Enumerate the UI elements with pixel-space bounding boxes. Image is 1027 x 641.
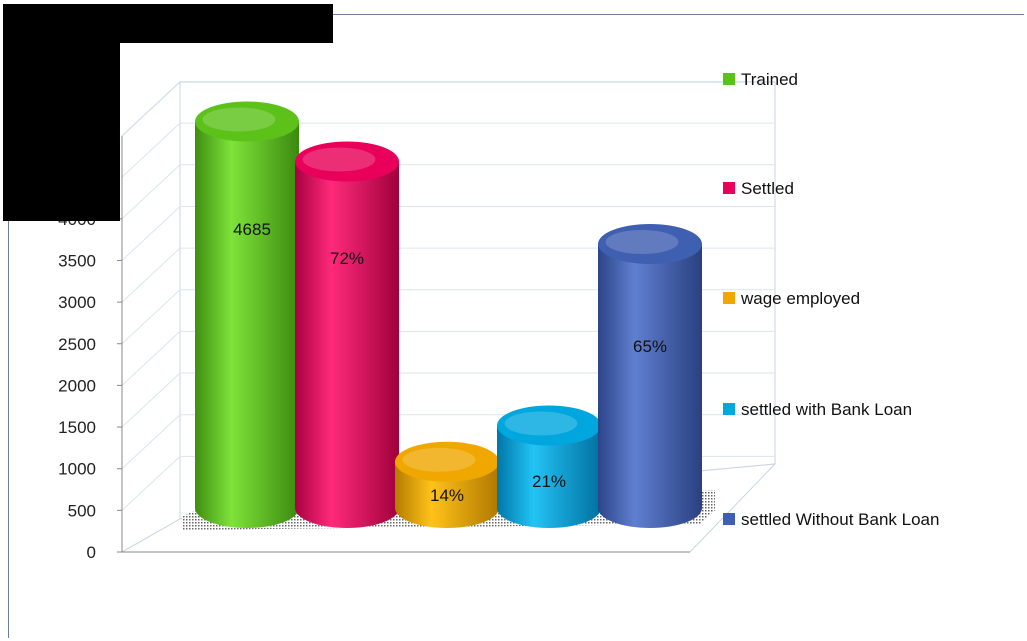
bar-top [295, 141, 399, 182]
legend-item-settled: Settled [723, 179, 794, 198]
data-labels: 4685 72% 14% 21% 65% [233, 220, 667, 505]
y-tick-label: 3500 [58, 251, 96, 270]
legend-item-wage-employed: wage employed [723, 289, 860, 308]
redaction-block [3, 4, 333, 43]
bar-body [195, 121, 299, 528]
bar-top-highlight [504, 411, 578, 436]
legend-label: Trained [741, 70, 798, 89]
bar-top-highlight [302, 147, 376, 172]
y-tick-label: 2000 [58, 376, 96, 395]
bar-body [598, 244, 702, 528]
bars [195, 101, 702, 528]
y-tick-label: 1500 [58, 418, 96, 437]
legend: Trained Settled wage employed settled with … [723, 70, 939, 529]
data-label: 72% [330, 249, 364, 268]
y-axis: 05001000150020002500300035004000 [58, 136, 690, 562]
gridline [121, 205, 775, 261]
y-tick-label: 3000 [58, 293, 96, 312]
bar-wage-employed [395, 441, 499, 528]
legend-label: Settled [741, 179, 794, 198]
bar-top [395, 441, 499, 482]
bar-top [598, 224, 702, 264]
legend-item-settled-with-bank-loan: settled with Bank Loan [723, 400, 912, 419]
legend-swatch [723, 73, 735, 85]
bar-settled-without-bank-loan [598, 224, 702, 528]
bar-trained [195, 101, 299, 528]
bar-top [497, 405, 601, 446]
bar-top [195, 101, 299, 142]
data-label: 4685 [233, 220, 271, 239]
bar-settled [295, 141, 399, 528]
legend-swatch [723, 513, 735, 525]
bar-settled-with-bank-loan [497, 405, 601, 528]
gridline [121, 330, 775, 386]
legend-label: settled Without Bank Loan [741, 510, 939, 529]
legend-swatch [723, 292, 735, 304]
y-tick-label: 500 [68, 501, 96, 520]
bar-body [295, 161, 399, 528]
bar-body [497, 425, 601, 528]
legend-item-settled-without-bank-loan: settled Without Bank Loan [723, 510, 939, 529]
legend-label: settled with Bank Loan [741, 400, 912, 419]
y-tick-label: 0 [87, 543, 96, 562]
data-label: 65% [633, 337, 667, 356]
chart-frame [8, 14, 1024, 638]
gridline [121, 122, 775, 178]
redaction-block-2 [3, 40, 120, 221]
bar-top-highlight [202, 107, 276, 132]
y-tick-label: 2500 [58, 335, 96, 354]
data-label: 21% [532, 472, 566, 491]
legend-item-trained: Trained [723, 70, 798, 89]
bar-top-highlight [605, 230, 679, 254]
gridline [121, 372, 775, 428]
gridline [121, 164, 775, 220]
legend-swatch [723, 403, 735, 415]
gridline [121, 247, 775, 303]
data-label: 14% [430, 486, 464, 505]
legend-swatch [723, 182, 735, 194]
bar-top-highlight [402, 447, 476, 472]
gridline [121, 289, 775, 345]
legend-label: wage employed [740, 289, 860, 308]
y-tick-label: 1000 [58, 460, 96, 479]
gridline [121, 81, 775, 136]
